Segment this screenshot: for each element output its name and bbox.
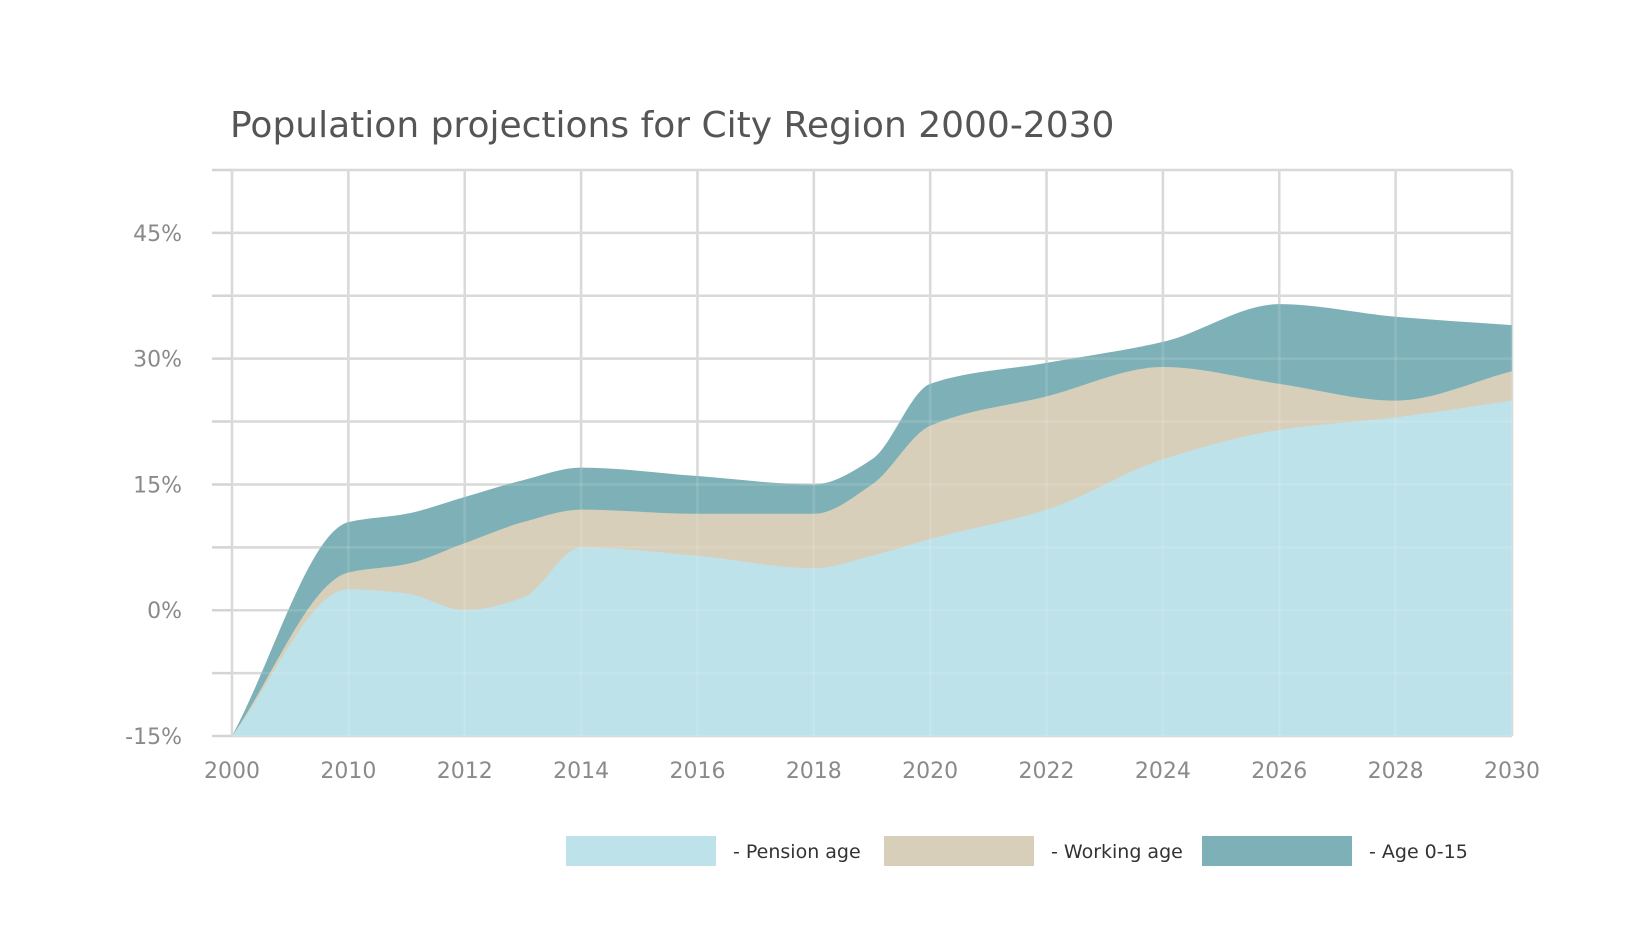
x-tick-label: 2022 bbox=[1019, 759, 1075, 784]
y-tick-label: 0% bbox=[147, 599, 182, 624]
legend-swatch-working-age bbox=[884, 836, 1034, 866]
legend-label-working-age: - Working age bbox=[1051, 841, 1183, 863]
y-tick-label: 30% bbox=[133, 348, 182, 373]
x-tick-label: 2018 bbox=[786, 759, 842, 784]
y-tick-label: 45% bbox=[133, 222, 182, 247]
x-tick-label: 2000 bbox=[204, 759, 260, 784]
x-tick-label: 2010 bbox=[320, 759, 376, 784]
x-tick-label: 2024 bbox=[1135, 759, 1191, 784]
x-tick-label: 2030 bbox=[1484, 759, 1540, 784]
legend: - Pension age - Working age - Age 0-15 bbox=[566, 836, 1468, 866]
legend-swatch-age-0-15 bbox=[1202, 836, 1352, 866]
x-tick-label: 2028 bbox=[1368, 759, 1424, 784]
legend-label-pension-age: - Pension age bbox=[733, 841, 861, 863]
y-tick-label: -15% bbox=[125, 725, 182, 750]
legend-swatch-pension-age bbox=[566, 836, 716, 866]
x-tick-label: 2014 bbox=[553, 759, 609, 784]
x-tick-label: 2012 bbox=[437, 759, 493, 784]
area-pension-age bbox=[232, 400, 1512, 736]
plot-areas bbox=[232, 304, 1512, 736]
x-tick-label: 2026 bbox=[1251, 759, 1307, 784]
x-tick-label: 2020 bbox=[902, 759, 958, 784]
chart-title: Population projections for City Region 2… bbox=[230, 105, 1114, 146]
x-tick-label: 2016 bbox=[669, 759, 725, 784]
legend-label-age-0-15: - Age 0-15 bbox=[1369, 841, 1468, 863]
y-tick-label: 15% bbox=[133, 473, 182, 498]
axes: 45% 30% 15% 0% -15% 2000 2010 2012 2014 2016 2018 2… bbox=[125, 168, 1540, 784]
